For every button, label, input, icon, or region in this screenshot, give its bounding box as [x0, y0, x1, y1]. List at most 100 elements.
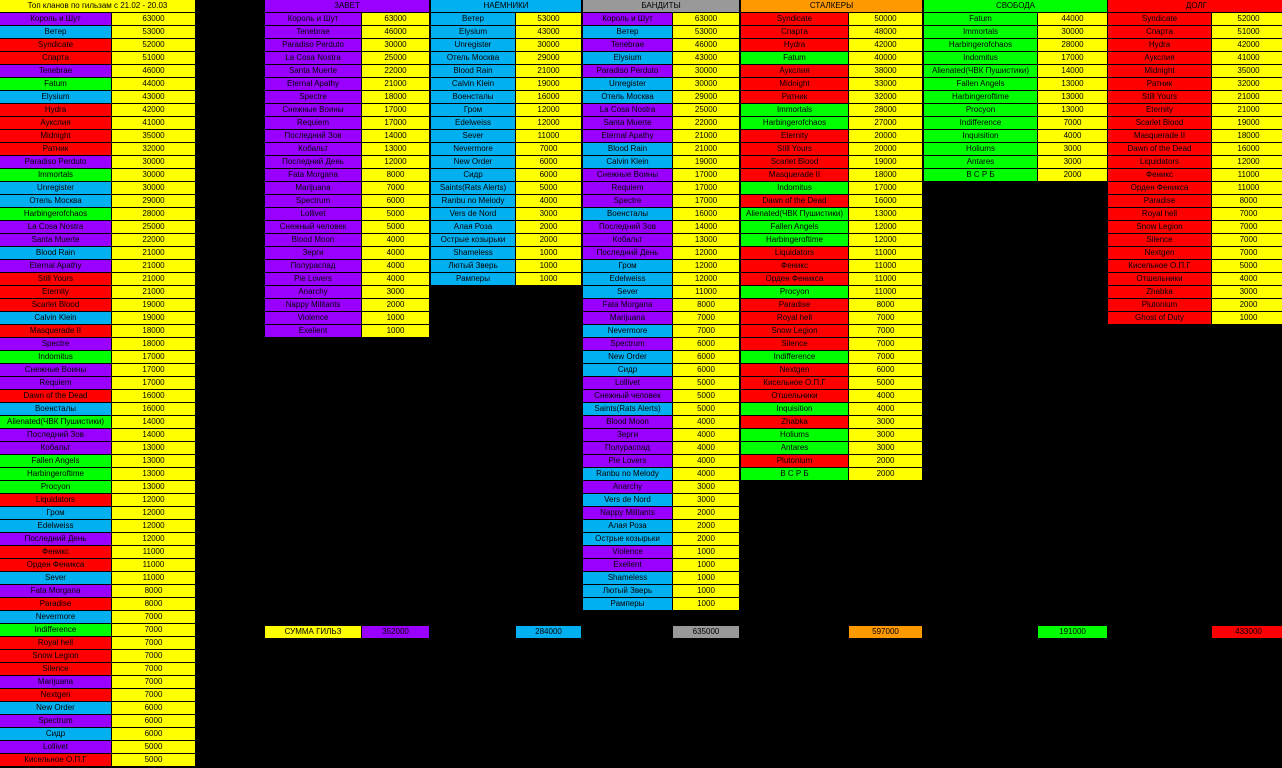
faction-clan-name[interactable]: Zhabka — [1108, 286, 1212, 299]
faction-clan-name[interactable]: Fatum — [741, 52, 849, 65]
faction-clan-value[interactable]: 13000 — [362, 143, 430, 156]
faction-clan-value[interactable]: 25000 — [362, 52, 430, 65]
faction-clan-name[interactable]: Lollivet — [583, 377, 673, 390]
overall-clan-value[interactable]: 12000 — [112, 520, 196, 533]
faction-clan-name[interactable]: В С Р Б — [741, 468, 849, 481]
faction-clan-value[interactable]: 43000 — [516, 26, 582, 39]
faction-clan-name[interactable]: Орден Феникса — [741, 273, 849, 286]
faction-clan-value[interactable]: 4000 — [362, 273, 430, 286]
overall-clan-name[interactable]: Marijuana — [0, 676, 112, 689]
overall-clan-name[interactable]: Requiem — [0, 377, 112, 390]
faction-clan-name[interactable]: Inquisition — [741, 403, 849, 416]
overall-clan-value[interactable]: 42000 — [112, 104, 196, 117]
overall-clan-value[interactable]: 7000 — [112, 650, 196, 663]
faction-clan-name[interactable]: Nextgen — [1108, 247, 1212, 260]
overall-clan-name[interactable]: Immortals — [0, 169, 112, 182]
faction-clan-value[interactable]: 21000 — [1212, 91, 1282, 104]
overall-clan-value[interactable]: 43000 — [112, 91, 196, 104]
faction-clan-name[interactable]: Eternity — [1108, 104, 1212, 117]
faction-clan-value[interactable]: 12000 — [362, 156, 430, 169]
faction-clan-name[interactable]: Paradise — [741, 299, 849, 312]
overall-clan-name[interactable]: Dawn of the Dead — [0, 390, 112, 403]
faction-clan-value[interactable]: 4000 — [849, 390, 923, 403]
faction-clan-name[interactable]: Отель Москва — [583, 91, 673, 104]
faction-clan-name[interactable]: Fata Morgana — [583, 299, 673, 312]
faction-clan-value[interactable]: 5000 — [362, 221, 430, 234]
faction-clan-value[interactable]: 6000 — [849, 364, 923, 377]
faction-clan-name[interactable]: Saints(Rats Alerts) — [583, 403, 673, 416]
faction-clan-name[interactable]: Indifference — [924, 117, 1038, 130]
overall-clan-name[interactable]: Eternal Apathy — [0, 260, 112, 273]
faction-clan-value[interactable]: 5000 — [362, 208, 430, 221]
overall-clan-name[interactable]: Paradiso Perduto — [0, 156, 112, 169]
faction-clan-name[interactable]: Лютый Зверь — [431, 260, 516, 273]
faction-clan-value[interactable]: 3000 — [1038, 143, 1108, 156]
faction-clan-value[interactable]: 46000 — [362, 26, 430, 39]
overall-clan-name[interactable]: Masquerade II — [0, 325, 112, 338]
overall-clan-value[interactable]: 21000 — [112, 247, 196, 260]
faction-clan-name[interactable]: Shameless — [583, 572, 673, 585]
overall-clan-name[interactable]: Paradise — [0, 598, 112, 611]
faction-sum-zavet[interactable]: 352000 — [362, 626, 430, 639]
faction-clan-value[interactable]: 25000 — [673, 104, 740, 117]
overall-clan-name[interactable]: Alienated(ЧВК Пушистики) — [0, 416, 112, 429]
faction-clan-value[interactable]: 7000 — [362, 182, 430, 195]
overall-clan-name[interactable]: Elysium — [0, 91, 112, 104]
faction-clan-value[interactable]: 1000 — [673, 559, 740, 572]
faction-clan-name[interactable]: Военсталы — [583, 208, 673, 221]
faction-clan-name[interactable]: Последний Зов — [583, 221, 673, 234]
faction-clan-name[interactable]: Последний День — [265, 156, 362, 169]
faction-clan-name[interactable]: Edelweiss — [583, 273, 673, 286]
faction-clan-name[interactable]: Snow Legion — [741, 325, 849, 338]
faction-clan-name[interactable]: Fallen Angels — [924, 78, 1038, 91]
overall-clan-value[interactable]: 52000 — [112, 39, 196, 52]
overall-clan-name[interactable]: Sever — [0, 572, 112, 585]
faction-clan-name[interactable]: Последний День — [583, 247, 673, 260]
faction-clan-name[interactable]: Calvin Klein — [431, 78, 516, 91]
overall-clan-value[interactable]: 63000 — [112, 13, 196, 26]
overall-clan-value[interactable]: 12000 — [112, 533, 196, 546]
faction-header-svoboda[interactable]: СВОБОДА — [924, 0, 1108, 13]
faction-clan-name[interactable]: Eternal Apathy — [265, 78, 362, 91]
faction-clan-value[interactable]: 16000 — [673, 208, 740, 221]
faction-clan-name[interactable]: Plutonium — [1108, 299, 1212, 312]
faction-clan-name[interactable]: Holiums — [924, 143, 1038, 156]
faction-clan-value[interactable]: 21000 — [673, 143, 740, 156]
faction-clan-name[interactable]: Sever — [583, 286, 673, 299]
faction-clan-name[interactable]: Royal hell — [1108, 208, 1212, 221]
faction-clan-name[interactable]: Harbingerofchaos — [924, 39, 1038, 52]
overall-clan-value[interactable]: 7000 — [112, 624, 196, 637]
overall-clan-value[interactable]: 30000 — [112, 169, 196, 182]
faction-clan-value[interactable]: 14000 — [673, 221, 740, 234]
faction-clan-value[interactable]: 7000 — [1212, 234, 1282, 247]
overall-clan-value[interactable]: 19000 — [112, 299, 196, 312]
faction-clan-value[interactable]: 1000 — [673, 546, 740, 559]
faction-clan-value[interactable]: 2000 — [673, 507, 740, 520]
faction-clan-value[interactable]: 5000 — [673, 403, 740, 416]
faction-clan-value[interactable]: 7000 — [673, 312, 740, 325]
faction-clan-value[interactable]: 1000 — [362, 325, 430, 338]
faction-clan-name[interactable]: Royal hell — [741, 312, 849, 325]
faction-clan-value[interactable]: 19000 — [516, 78, 582, 91]
faction-clan-name[interactable]: Scarlet Blood — [1108, 117, 1212, 130]
overall-clan-name[interactable]: Отель Москва — [0, 195, 112, 208]
faction-clan-name[interactable]: Procyon — [924, 104, 1038, 117]
faction-clan-value[interactable]: 7000 — [1212, 247, 1282, 260]
faction-clan-value[interactable]: 14000 — [1038, 65, 1108, 78]
overall-clan-name[interactable]: Ратник — [0, 143, 112, 156]
faction-clan-name[interactable]: Fallen Angels — [741, 221, 849, 234]
faction-clan-name[interactable]: Edelweiss — [431, 117, 516, 130]
faction-clan-value[interactable]: 18000 — [362, 91, 430, 104]
faction-clan-name[interactable]: Nevermore — [583, 325, 673, 338]
faction-clan-name[interactable]: Spectre — [265, 91, 362, 104]
faction-clan-value[interactable]: 29000 — [516, 52, 582, 65]
overall-clan-value[interactable]: 35000 — [112, 130, 196, 143]
faction-clan-name[interactable]: Eternity — [741, 130, 849, 143]
overall-clan-value[interactable]: 17000 — [112, 351, 196, 364]
overall-clan-name[interactable]: Snow Legion — [0, 650, 112, 663]
overall-clan-value[interactable]: 30000 — [112, 182, 196, 195]
faction-clan-value[interactable]: 17000 — [362, 117, 430, 130]
faction-clan-name[interactable]: Рамперы — [431, 273, 516, 286]
faction-clan-value[interactable]: 46000 — [673, 39, 740, 52]
overall-clan-name[interactable]: La Cosa Nostra — [0, 221, 112, 234]
